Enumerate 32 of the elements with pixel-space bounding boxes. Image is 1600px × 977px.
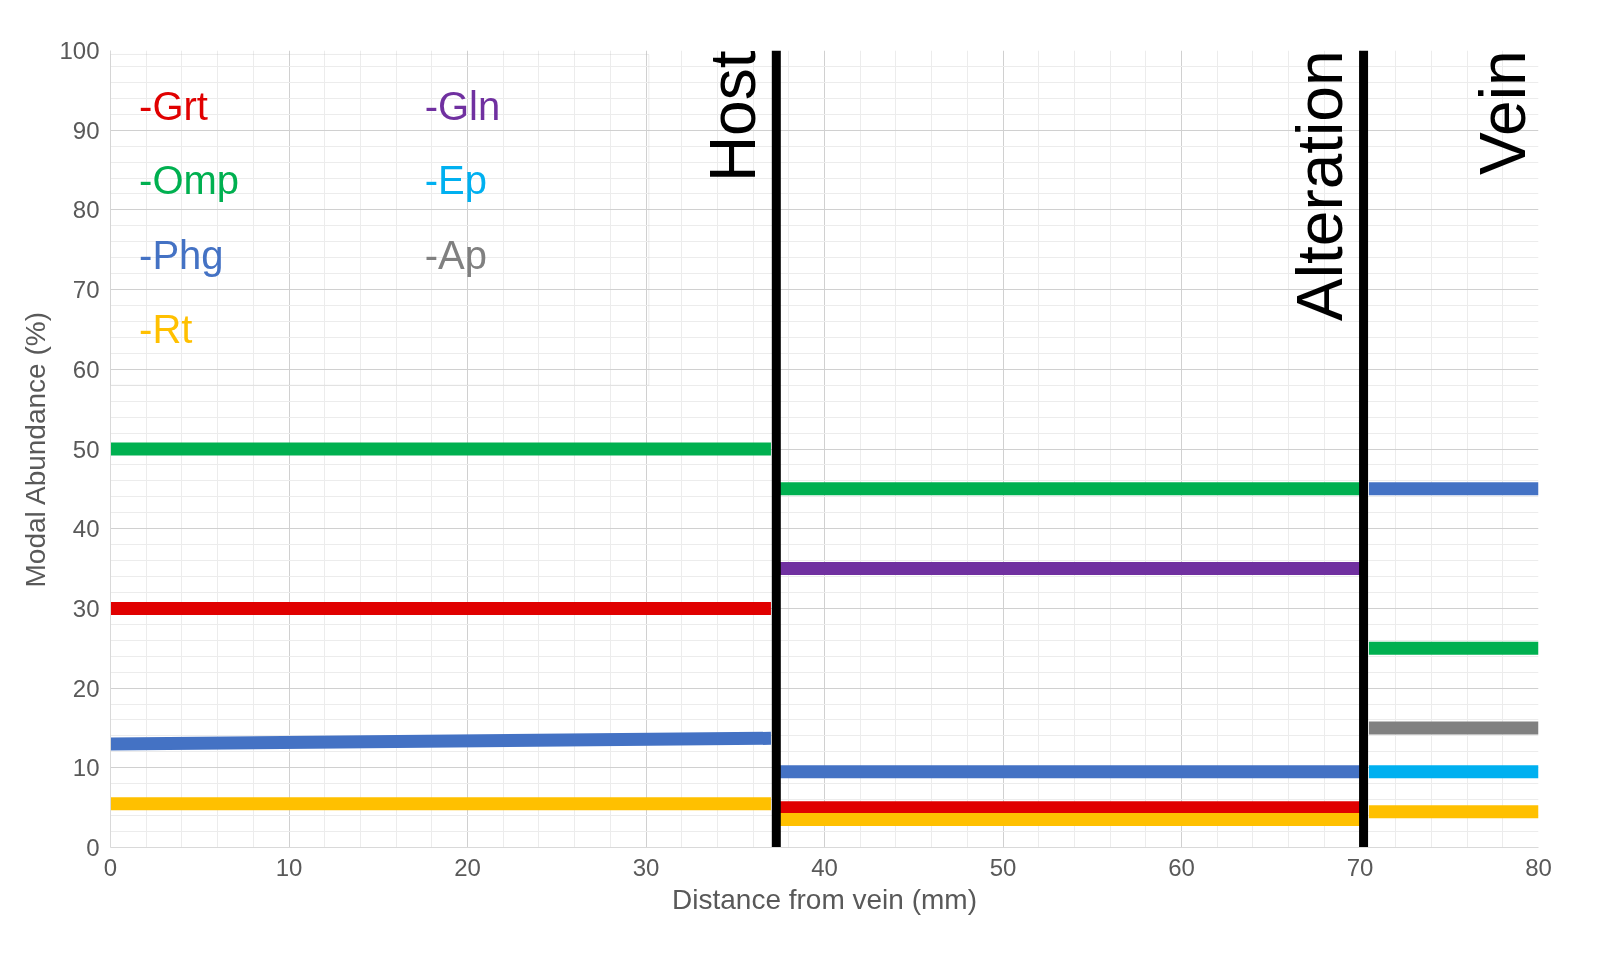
x-tick-label: 70 <box>1346 853 1374 881</box>
y-tick-label: 50 <box>72 435 100 463</box>
text: -Ep <box>424 158 487 203</box>
x-tick-label: 60 <box>1168 853 1195 881</box>
text: -Grt <box>139 84 208 129</box>
y-tick-label: 90 <box>72 116 100 144</box>
ref-line-label: Alteration <box>1284 50 1357 321</box>
x-tick-label: 40 <box>811 853 838 881</box>
x-tick-label: 10 <box>275 853 303 881</box>
y-tick-label: 20 <box>72 674 100 702</box>
x-tick-label: 30 <box>632 853 660 881</box>
text: -Ap <box>424 232 487 277</box>
y-tick-label: 10 <box>72 754 100 782</box>
text: -Gln <box>424 84 501 129</box>
y-tick-label: 30 <box>72 594 100 622</box>
text: -Rt <box>139 306 193 351</box>
x-axis-title: Distance from vein (mm) <box>672 883 977 915</box>
x-tick-label: 80 <box>1525 853 1552 881</box>
y-axis-title: Modal Abundance (%) <box>20 312 52 588</box>
y-tick-label: 40 <box>72 515 100 543</box>
y-tick-label: 0 <box>86 834 100 861</box>
ref-line-label: Host <box>697 50 770 183</box>
y-tick-label: 60 <box>72 355 100 383</box>
annotation: Vein <box>1466 50 1539 176</box>
x-tick-label: 50 <box>989 853 1017 881</box>
x-tick-label: 20 <box>454 853 481 881</box>
y-tick-label: 80 <box>72 196 100 224</box>
text: -Omp <box>139 158 240 203</box>
text: -Phg <box>139 232 224 277</box>
y-tick-label: 100 <box>59 37 100 64</box>
x-tick-label: 0 <box>103 853 118 881</box>
y-tick-label: 70 <box>72 276 100 304</box>
